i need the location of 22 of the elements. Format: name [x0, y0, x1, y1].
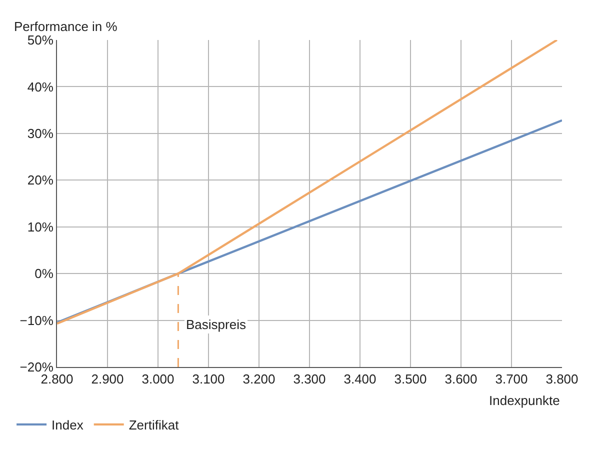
y-axis-title: Performance in %: [14, 19, 118, 34]
x-tick-label: 3.600: [444, 372, 478, 387]
annotation: Basispreis: [186, 317, 246, 332]
x-tick-label: 3.800: [546, 372, 578, 387]
y-tick-label: 30%: [27, 126, 54, 141]
x-tick-label: 3.100: [192, 372, 225, 387]
y-tick-label: 10%: [27, 219, 54, 234]
y-tick-label: 50%: [27, 32, 54, 48]
y-tick-label: 0%: [34, 266, 54, 282]
x-tick-label: 3.000: [142, 372, 174, 387]
legend-label: Index: [52, 418, 84, 433]
x-tick-label: 3.300: [293, 372, 326, 387]
x-tick-label: 3.200: [242, 372, 276, 387]
legend-label: Zertifikat: [128, 418, 180, 433]
x-tick-label: 3.700: [495, 372, 528, 387]
y-tick-label: 40%: [27, 79, 54, 94]
x-tick-label: 3.400: [344, 372, 376, 387]
x-tick-label: 3.500: [394, 372, 427, 387]
y-tick-label: −10%: [20, 312, 54, 328]
x-tick-label: 2.900: [91, 372, 124, 387]
x-axis-title: Indexpunkte: [489, 393, 560, 408]
y-tick-label: 20%: [27, 172, 54, 188]
